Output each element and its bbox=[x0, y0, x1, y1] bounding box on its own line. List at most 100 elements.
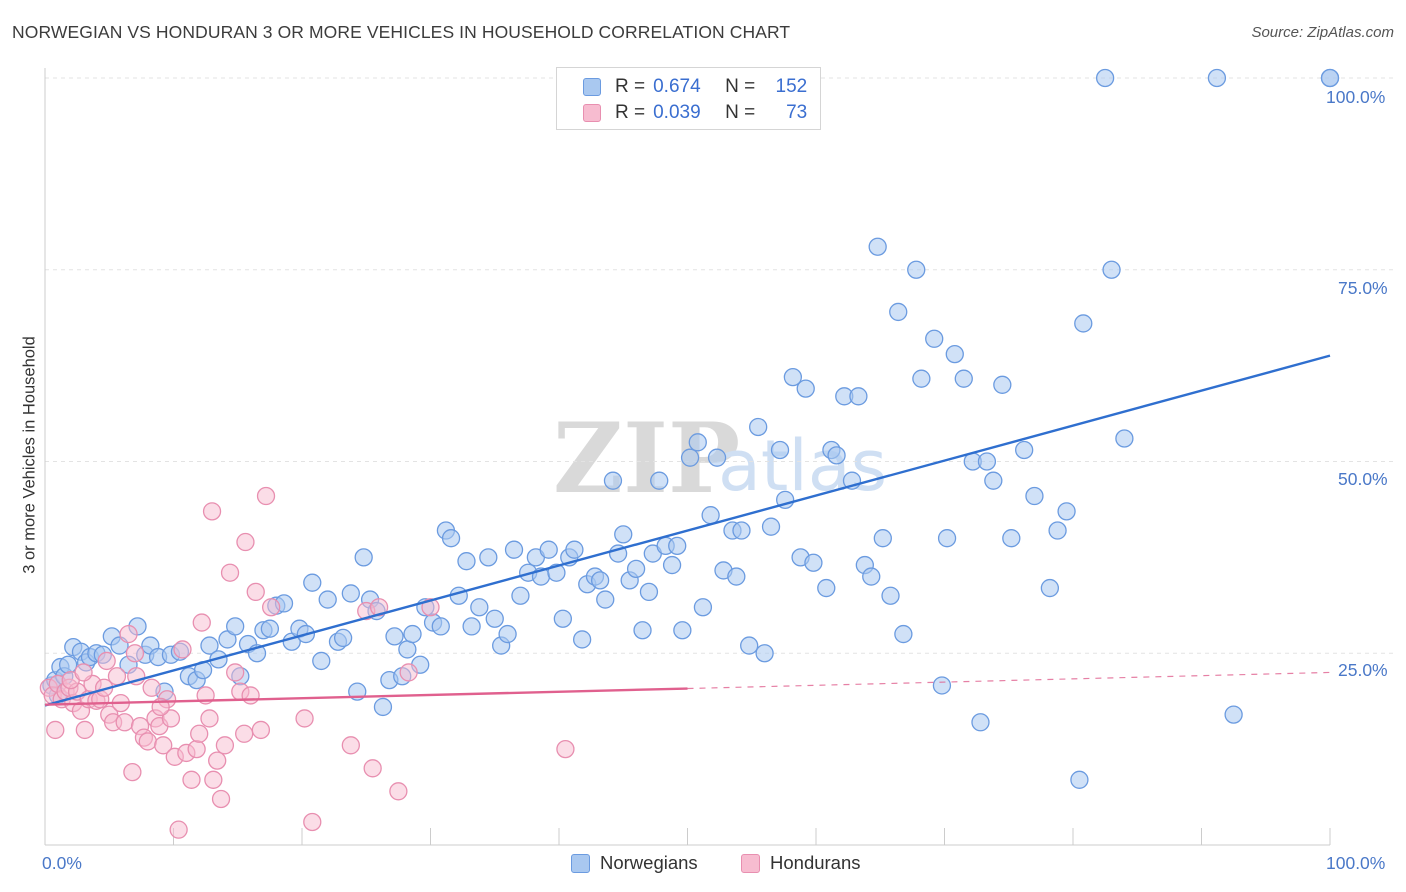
hondurans-point bbox=[556, 739, 575, 759]
y-tick-label-50: 50.0% bbox=[1338, 469, 1388, 489]
norwegians-point bbox=[200, 636, 219, 655]
norwegians-point bbox=[1070, 770, 1089, 789]
norwegians-point bbox=[827, 446, 846, 465]
hondurans-point bbox=[75, 720, 94, 740]
hondurans-point bbox=[192, 613, 211, 632]
legend-n-label: N = bbox=[725, 102, 756, 123]
norwegians-point bbox=[260, 619, 280, 638]
hondurans-point bbox=[138, 732, 157, 751]
hondurans-point bbox=[256, 486, 276, 506]
y-tick-label-100: 100.0% bbox=[1326, 87, 1386, 107]
hondurans-point bbox=[154, 736, 173, 755]
legend-swatch-norwegians bbox=[583, 78, 601, 96]
norwegians-point bbox=[817, 578, 836, 598]
norwegians-point bbox=[925, 329, 944, 348]
norwegians-point bbox=[912, 369, 931, 388]
norwegians-point bbox=[596, 590, 615, 609]
norwegians-point bbox=[680, 448, 700, 467]
bottom-legend-label-norwegians: Norwegians bbox=[600, 852, 698, 873]
hondurans-point bbox=[125, 644, 145, 663]
hondurans-point bbox=[46, 720, 65, 740]
x-tick-label-max: 100.0% bbox=[1326, 853, 1386, 873]
norwegians-point bbox=[894, 624, 913, 644]
norwegians-point bbox=[354, 548, 373, 567]
norwegians-point bbox=[1320, 68, 1340, 88]
hondurans-point bbox=[123, 762, 142, 782]
norwegians-point bbox=[470, 598, 489, 617]
norwegians-point bbox=[662, 555, 682, 575]
norwegians-point bbox=[755, 644, 774, 663]
norwegians-point bbox=[431, 617, 450, 636]
norwegians-point bbox=[849, 387, 868, 406]
hondurans-point bbox=[115, 713, 134, 732]
legend-n-value: 152 bbox=[775, 76, 808, 97]
norwegians-point bbox=[403, 624, 422, 644]
hondurans-point bbox=[211, 789, 231, 809]
norwegians-point bbox=[373, 697, 393, 717]
legend-n-value: 73 bbox=[786, 102, 808, 123]
norwegians-point bbox=[590, 571, 610, 590]
legend-row-hondurans: R = 0.039 N = 73 bbox=[583, 102, 807, 124]
norwegians-point bbox=[945, 344, 964, 364]
norwegians-point bbox=[937, 529, 957, 548]
bottom-legend-norwegians: Norwegians bbox=[571, 852, 698, 874]
norwegians-point bbox=[668, 536, 687, 556]
norwegians-point bbox=[693, 598, 713, 617]
hondurans-point bbox=[190, 724, 209, 743]
trend-lines bbox=[44, 354, 1331, 707]
hondurans-point bbox=[251, 720, 271, 740]
bottom-legend-swatch-hondurans bbox=[741, 853, 760, 873]
norwegians-point bbox=[614, 525, 633, 544]
hondurans-point bbox=[182, 770, 201, 789]
norwegians-point bbox=[977, 452, 997, 471]
norwegians-point bbox=[804, 553, 823, 572]
norwegians-point bbox=[971, 713, 990, 732]
x-tick-label-min: 0.0% bbox=[42, 853, 82, 873]
norwegians-point bbox=[1224, 705, 1243, 724]
watermark-atlas: atlas bbox=[718, 425, 887, 507]
legend-r-value: 0.039 bbox=[653, 102, 701, 123]
hondurans-point bbox=[341, 736, 360, 755]
hondurans-point bbox=[421, 598, 440, 617]
norwegians-point bbox=[881, 586, 900, 605]
hondurans-point bbox=[241, 686, 260, 705]
hondurans-point bbox=[226, 663, 245, 682]
norwegians-point bbox=[727, 567, 746, 586]
hondurans-points bbox=[39, 486, 575, 839]
y-axis-label: 3 or more Vehicles in Household bbox=[20, 336, 39, 574]
norwegians-point bbox=[449, 586, 468, 605]
hondurans-point bbox=[363, 759, 382, 778]
norwegians-point bbox=[1057, 502, 1076, 521]
hondurans-point bbox=[142, 678, 161, 697]
norwegians-point bbox=[441, 529, 461, 548]
hondurans-point bbox=[399, 663, 418, 682]
hondurans-point bbox=[235, 724, 254, 743]
hondurans-point bbox=[262, 598, 281, 617]
norwegians-point bbox=[761, 517, 781, 536]
bottom-legend-label-hondurans: Hondurans bbox=[770, 852, 861, 873]
norwegians-trend-line bbox=[44, 354, 1331, 707]
legend-r-label: R = bbox=[615, 102, 646, 123]
norwegians-point bbox=[457, 552, 476, 571]
norwegians-point bbox=[984, 471, 1003, 490]
norwegians-point bbox=[1015, 440, 1034, 460]
norwegians-point bbox=[1207, 68, 1227, 88]
norwegians-point bbox=[732, 521, 751, 540]
bottom-legend-swatch-norwegians bbox=[571, 853, 590, 873]
norwegians-point bbox=[633, 621, 652, 640]
hondurans-point bbox=[389, 782, 408, 801]
norwegians-point bbox=[1074, 314, 1093, 333]
norwegians-point bbox=[740, 636, 759, 655]
legend-swatch-hondurans bbox=[583, 104, 601, 122]
norwegians-point bbox=[498, 624, 517, 644]
legend-box: R = 0.674 N = 152 R = 0.039 N = 73 bbox=[556, 67, 821, 130]
norwegians-point bbox=[707, 448, 727, 467]
hondurans-point bbox=[200, 709, 219, 728]
norwegians-point bbox=[603, 471, 623, 490]
norwegians-point bbox=[796, 379, 815, 398]
norwegians-point bbox=[333, 628, 353, 648]
hondurans-point bbox=[303, 812, 322, 832]
hondurans-trend-line bbox=[44, 687, 688, 706]
norwegians-point bbox=[479, 548, 498, 567]
norwegians-point bbox=[688, 433, 707, 452]
